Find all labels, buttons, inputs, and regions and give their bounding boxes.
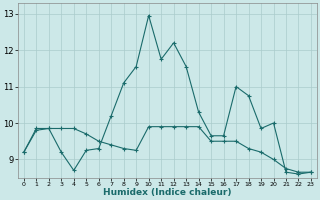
X-axis label: Humidex (Indice chaleur): Humidex (Indice chaleur) <box>103 188 232 197</box>
